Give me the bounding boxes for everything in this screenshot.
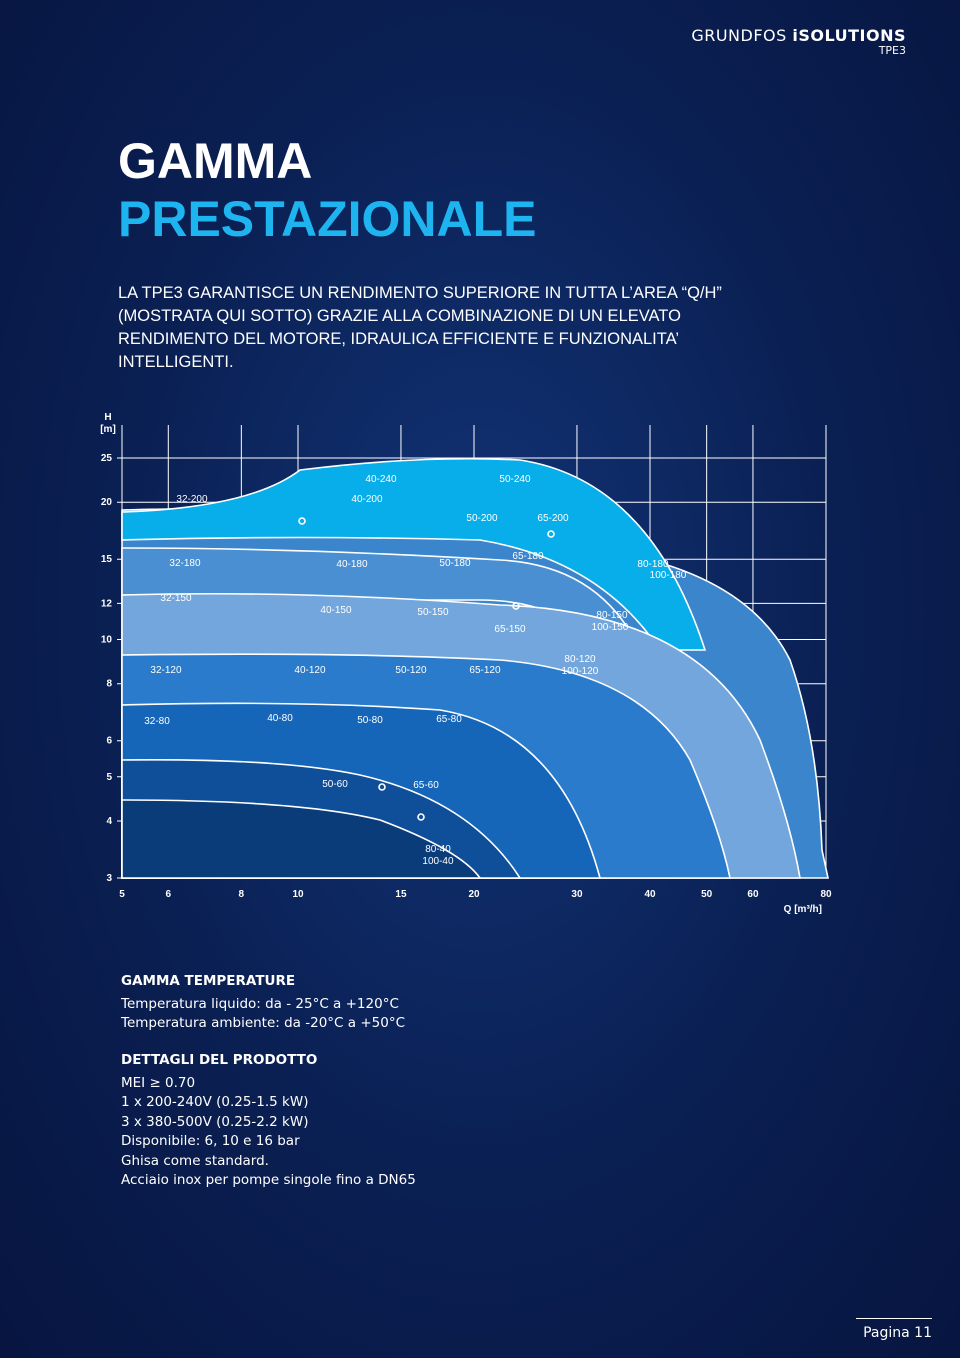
x-tick-label: 20 bbox=[468, 889, 480, 900]
title-line: GAMMA bbox=[118, 133, 313, 189]
region-label: 40-80 bbox=[267, 713, 293, 724]
x-tick-label: 50 bbox=[701, 889, 713, 900]
y-tick-label: 3 bbox=[106, 873, 112, 884]
region-label: 32-180 bbox=[169, 558, 201, 569]
x-tick-label: 60 bbox=[747, 889, 759, 900]
x-tick-label: 15 bbox=[395, 889, 407, 900]
region-label: 100-180 bbox=[650, 570, 687, 581]
region-label: 80-150 bbox=[596, 610, 628, 621]
region bbox=[121, 799, 482, 879]
marker bbox=[378, 783, 386, 791]
section-line: Acciaio inox per pompe singole fino a DN… bbox=[121, 1172, 416, 1188]
y-tick-label: 20 bbox=[101, 497, 113, 508]
region-label: 65-120 bbox=[469, 665, 501, 676]
brand-strong: iSOLUTIONS bbox=[792, 26, 906, 45]
region-label: 50-120 bbox=[395, 665, 427, 676]
region-label: 50-200 bbox=[466, 513, 498, 524]
title: GAMMA PRESTAZIONALE bbox=[118, 132, 537, 248]
y-label: H bbox=[104, 412, 111, 423]
region-label: 65-150 bbox=[494, 624, 526, 635]
y-tick-label: 10 bbox=[101, 635, 113, 646]
chart: H [m] Q [m³/h] 40-240 50-240 32-200 40-200 5… bbox=[100, 412, 832, 915]
region-label: 40-180 bbox=[336, 559, 368, 570]
intro-line: INTELLIGENTI. bbox=[118, 353, 234, 371]
axes bbox=[121, 425, 826, 879]
region-label: 50-60 bbox=[322, 779, 348, 790]
y-tick-label: 8 bbox=[106, 679, 112, 690]
y-tick-label: 4 bbox=[106, 816, 112, 827]
marker bbox=[547, 530, 555, 538]
y-unit: [m] bbox=[100, 424, 116, 435]
y-tick-label: 12 bbox=[101, 598, 113, 609]
x-tick-label: 5 bbox=[119, 889, 125, 900]
section-heading: GAMMA TEMPERATURE bbox=[121, 973, 296, 989]
x-label: Q [m³/h] bbox=[784, 904, 822, 915]
region-label: 100-40 bbox=[422, 856, 454, 867]
region-label: 40-120 bbox=[294, 665, 326, 676]
region bbox=[121, 457, 707, 651]
section-line: Disponibile: 6, 10 e 16 bar bbox=[121, 1133, 300, 1149]
region-label: 32-150 bbox=[160, 593, 192, 604]
region-label: 65-60 bbox=[413, 780, 439, 791]
x-tick-label: 6 bbox=[166, 889, 172, 900]
section: DETTAGLI DEL PRODOTTO MEI ≥ 0.70 1 x 200… bbox=[121, 1051, 416, 1191]
region-label: 65-180 bbox=[512, 551, 544, 562]
region-label: 100-150 bbox=[592, 622, 629, 633]
x-tick-label: 40 bbox=[644, 889, 656, 900]
section-line: 3 x 380-500V (0.25-2.2 kW) bbox=[121, 1113, 309, 1130]
region-label: 65-80 bbox=[436, 714, 462, 725]
y-tick-label: 25 bbox=[101, 453, 113, 464]
brand: GRUNDFOS iSOLUTIONS bbox=[691, 26, 906, 45]
section-line: MEI ≥ 0.70 bbox=[121, 1074, 196, 1091]
region-labels: 40-240 50-240 32-200 40-200 50-200 65-200 32-1… bbox=[144, 474, 687, 867]
intro-line: (MOSTRATA QUI SOTTO) GRAZIE ALLA COMBINA… bbox=[118, 307, 681, 325]
region-label: 40-200 bbox=[351, 494, 383, 505]
y-tick-label: 5 bbox=[106, 772, 112, 783]
section-heading: DETTAGLI DEL PRODOTTO bbox=[121, 1052, 318, 1068]
x-tick-label: 80 bbox=[820, 889, 832, 900]
marker bbox=[417, 813, 425, 821]
intro-line: LA TPE3 GARANTISCE UN RENDIMENTO SUPERIO… bbox=[118, 284, 722, 302]
y-tick-label: 15 bbox=[101, 554, 113, 565]
product: TPE3 bbox=[878, 44, 906, 57]
region-label: 100-120 bbox=[562, 666, 599, 677]
intro: LA TPE3 GARANTISCE UN RENDIMENTO SUPERIO… bbox=[118, 282, 722, 374]
region-label: 32-80 bbox=[144, 716, 170, 727]
region-label: 50-240 bbox=[499, 474, 531, 485]
page-number: Pagina 11 bbox=[856, 1318, 932, 1341]
region-label: 80-40 bbox=[425, 844, 451, 855]
x-tick-label: 10 bbox=[292, 889, 304, 900]
section-line: Ghisa come standard. bbox=[121, 1152, 269, 1169]
section: GAMMA TEMPERATURE Temperatura liquido: d… bbox=[121, 972, 405, 1034]
region-label: 50-150 bbox=[417, 607, 449, 618]
region-label: 50-180 bbox=[439, 558, 471, 569]
region-label: 40-240 bbox=[365, 474, 397, 485]
intro-line: RENDIMENTO DEL MOTORE, IDRAULICA EFFICIE… bbox=[118, 330, 680, 348]
marker bbox=[298, 517, 306, 525]
brand-name: GRUNDFOS bbox=[691, 26, 787, 45]
region-label: 50-80 bbox=[357, 715, 383, 726]
marker bbox=[512, 602, 520, 610]
region-label: 32-200 bbox=[176, 494, 208, 505]
section-line: 1 x 200-240V (0.25-1.5 kW) bbox=[121, 1094, 309, 1110]
y-tick-label: 6 bbox=[106, 736, 112, 747]
region-label: 32-120 bbox=[150, 665, 182, 676]
region-label: 80-180 bbox=[637, 559, 669, 570]
title-line: PRESTAZIONALE bbox=[118, 191, 537, 247]
region-label: 65-200 bbox=[537, 513, 569, 524]
section-line: Temperatura ambiente: da -20°C a +50°C bbox=[121, 1015, 405, 1031]
section-line: Temperatura liquido: da - 25°C a +120°C bbox=[121, 995, 399, 1012]
x-tick-label: 8 bbox=[239, 889, 245, 900]
x-tick-label: 30 bbox=[571, 889, 583, 900]
region-label: 80-120 bbox=[564, 654, 596, 665]
region-label: 40-150 bbox=[320, 605, 352, 616]
regions bbox=[121, 457, 829, 879]
